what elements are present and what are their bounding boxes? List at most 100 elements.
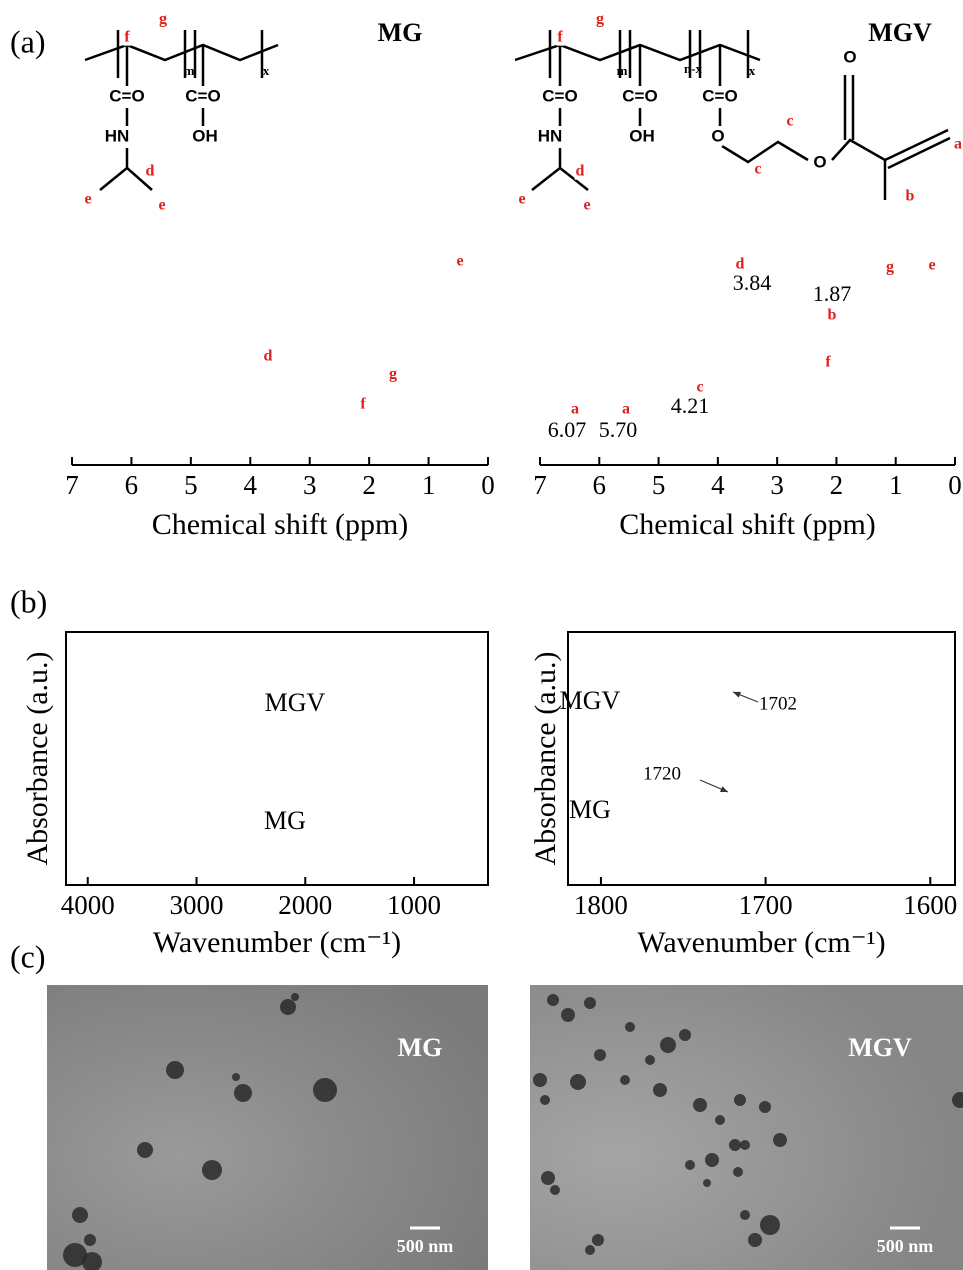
- y-axis-label: Absorbance (a.u.): [529, 651, 562, 865]
- label-backdrop: [701, 86, 739, 106]
- x-axis-label: Chemical shift (ppm): [619, 508, 876, 541]
- particle: [679, 1029, 691, 1041]
- atom-letter: f: [557, 29, 563, 46]
- peak-letter: f: [360, 396, 366, 413]
- label-backdrop: [83, 190, 93, 208]
- label-backdrop: [157, 196, 167, 214]
- particle: [547, 994, 559, 1006]
- peak-annotation: 1720: [643, 763, 681, 784]
- panel-label: (c): [10, 938, 46, 974]
- atom-label: OH: [192, 126, 218, 145]
- particle: [952, 1092, 963, 1108]
- label-backdrop: [953, 135, 963, 153]
- peak-letter: d: [736, 256, 745, 273]
- subscript: n-x: [684, 61, 703, 76]
- x-tick-label: 3: [303, 470, 317, 500]
- x-tick-label: 0: [481, 470, 495, 500]
- atom-letter: e: [84, 191, 91, 208]
- atom-letter: g: [159, 11, 167, 28]
- plot-frame: [567, 631, 956, 886]
- particle: [291, 993, 299, 1001]
- bond: [887, 136, 951, 170]
- atom-letter: b: [906, 188, 915, 205]
- x-tick-label: 1600: [903, 890, 957, 920]
- x-axis-label: Chemical shift (ppm): [152, 508, 409, 541]
- x-tick-label: 4: [711, 470, 725, 500]
- peak-letter: g: [389, 366, 397, 383]
- particle: [82, 1252, 102, 1270]
- peak-letter: e: [928, 257, 935, 274]
- structure-title: MG: [378, 18, 423, 47]
- panel-label: (a): [10, 23, 46, 59]
- bond: [99, 167, 128, 191]
- x-tick-label: 5: [652, 470, 666, 500]
- label-backdrop: [536, 126, 564, 146]
- atom-letter: e: [518, 191, 525, 208]
- peak-letter: a: [571, 401, 579, 418]
- peak-annotation: 6.07: [548, 417, 587, 442]
- peak-annotation: 3.84: [733, 270, 772, 295]
- particle: [84, 1234, 96, 1246]
- particle: [760, 1215, 780, 1235]
- atom-label: HN: [105, 126, 130, 145]
- bond: [514, 43, 761, 62]
- x-tick-label: 1: [422, 470, 436, 500]
- x-tick-label: 4000: [61, 890, 115, 920]
- peak-letter: b: [828, 307, 837, 324]
- particle: [313, 1078, 337, 1102]
- particle: [705, 1153, 719, 1167]
- y-axis-label: Absorbance (a.u.): [21, 651, 54, 865]
- subscript: m: [184, 63, 195, 78]
- particle: [570, 1074, 586, 1090]
- arrow-head: [733, 691, 741, 698]
- label-backdrop: [108, 86, 146, 106]
- particle: [232, 1073, 240, 1081]
- peak-annotation: 4.21: [671, 393, 710, 418]
- label-backdrop: [904, 187, 916, 205]
- atom-label: C=O: [622, 86, 657, 105]
- label-backdrop: [812, 152, 828, 172]
- bond: [831, 128, 949, 162]
- x-tick-label: 6: [593, 470, 607, 500]
- particle: [234, 1084, 252, 1102]
- peak-annotation: 1.87: [813, 281, 852, 306]
- peak-letter: g: [886, 259, 894, 276]
- series-label: MG: [569, 795, 611, 824]
- atom-label: OH: [629, 126, 655, 145]
- particle: [280, 999, 296, 1015]
- particle: [729, 1139, 741, 1151]
- bond: [84, 43, 279, 62]
- arrow-head: [720, 786, 728, 792]
- particle: [202, 1160, 222, 1180]
- particle: [733, 1167, 743, 1177]
- label-backdrop: [556, 28, 565, 46]
- x-tick-label: 2: [830, 470, 844, 500]
- particle: [715, 1115, 725, 1125]
- label-backdrop: [158, 10, 168, 28]
- atom-label: HN: [538, 126, 563, 145]
- particle: [585, 1245, 595, 1255]
- structure-title: MGV: [868, 18, 932, 47]
- peak-annotation: 5.70: [599, 417, 638, 442]
- atom-letter: f: [124, 29, 130, 46]
- atom-label: C=O: [702, 86, 737, 105]
- x-tick-label: 2000: [278, 890, 332, 920]
- scale-bar-label: 500 nm: [877, 1236, 934, 1256]
- series-label: MGV: [265, 688, 326, 717]
- image-label: MGV: [848, 1033, 912, 1062]
- particle: [63, 1243, 87, 1267]
- atom-letter: c: [754, 161, 761, 178]
- label-backdrop: [595, 10, 605, 28]
- x-tick-label: 5: [184, 470, 198, 500]
- atom-letter: d: [146, 163, 155, 180]
- x-tick-label: 1700: [739, 890, 793, 920]
- particle: [740, 1140, 750, 1150]
- atom-label: C=O: [185, 86, 220, 105]
- atom-label: O: [711, 126, 724, 145]
- x-tick-label: 7: [533, 470, 547, 500]
- label-backdrop: [842, 47, 858, 67]
- particle: [740, 1210, 750, 1220]
- bond: [126, 167, 153, 191]
- atom-label: O: [843, 47, 856, 66]
- atom-letter: d: [576, 163, 585, 180]
